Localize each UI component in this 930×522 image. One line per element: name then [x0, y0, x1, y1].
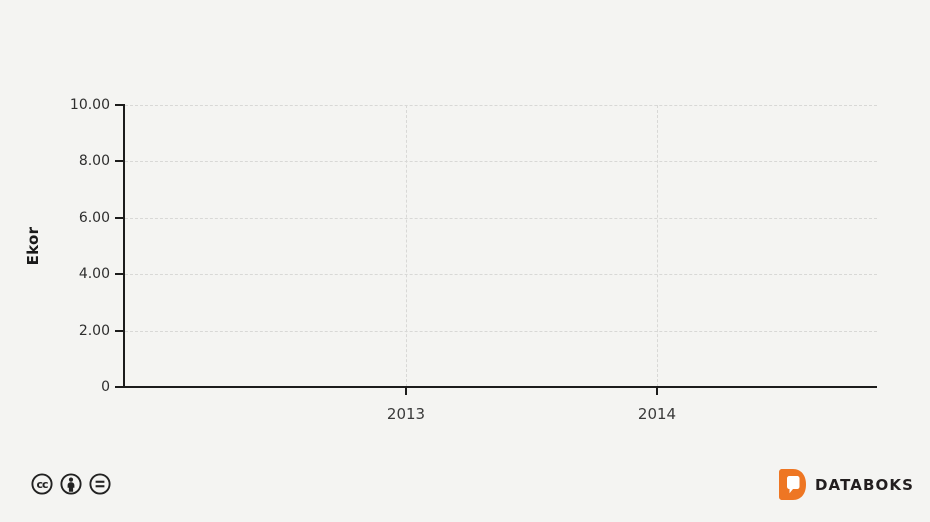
cc-by-icon[interactable] — [60, 473, 82, 495]
y-tick-label: 0 — [101, 379, 110, 395]
databoks-d-icon — [779, 469, 806, 500]
y-tick-mark — [115, 160, 123, 162]
y-axis-title: Ekor — [24, 226, 42, 266]
y-tick-label: 6.00 — [78, 210, 110, 226]
y-tick-label: 4.00 — [78, 266, 110, 282]
gridline-horizontal — [125, 161, 877, 162]
y-tick-mark — [115, 217, 123, 219]
license-icons[interactable]: cc — [31, 472, 123, 496]
gridline-horizontal — [125, 331, 877, 332]
y-tick-mark — [115, 330, 123, 332]
x-tick-label: 2013 — [386, 405, 426, 423]
y-tick-mark — [115, 273, 123, 275]
x-tick-mark — [405, 388, 407, 395]
y-tick-label: 10.00 — [69, 97, 110, 113]
cc-icon[interactable]: cc — [31, 473, 53, 495]
brand-logo[interactable]: DATABOKS — [779, 469, 914, 500]
gridline-horizontal — [125, 218, 877, 219]
x-tick-mark — [656, 388, 658, 395]
x-axis-line — [123, 386, 877, 388]
x-tick-label: 2014 — [637, 405, 677, 423]
y-tick-label: 8.00 — [78, 153, 110, 169]
y-axis-line — [123, 104, 125, 388]
gridline-vertical — [657, 105, 658, 387]
svg-text:cc: cc — [36, 478, 48, 491]
gridline-horizontal — [125, 105, 877, 106]
y-tick-mark — [115, 104, 123, 106]
gridline-vertical — [406, 105, 407, 387]
y-tick-label: 2.00 — [78, 323, 110, 339]
cc-nd-icon[interactable] — [89, 473, 111, 495]
y-tick-mark — [115, 386, 123, 388]
brand-name: DATABOKS — [815, 475, 914, 494]
gridline-horizontal — [125, 274, 877, 275]
